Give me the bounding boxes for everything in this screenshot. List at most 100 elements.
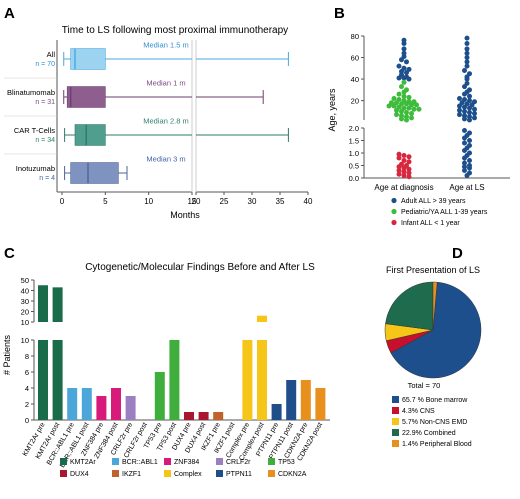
panel-b-ytick-label: 1.0: [349, 149, 359, 158]
panel-b-legend-label: Pediatric/YA ALL 1-39 years: [401, 209, 488, 216]
panel-c-bar: [184, 412, 194, 420]
panel-b-point: [464, 173, 470, 178]
panel-d-pie: First Presentation of LS Total = 70 65.7…: [384, 265, 482, 448]
panel-c-legend-swatch: [268, 470, 275, 477]
panel-c-ytick-label: 20: [21, 308, 29, 317]
panel-a-median-label: Median 1 m: [146, 79, 185, 88]
panel-b-category-label: Age at diagnosis: [374, 183, 433, 192]
panel-c-legend-swatch: [164, 458, 171, 465]
panel-b-point: [396, 75, 402, 81]
panel-b-point: [464, 50, 470, 56]
panel-c-bar: [111, 388, 121, 420]
panel-b-point: [467, 93, 472, 99]
panel-b-ytick-label: 0.0: [349, 174, 359, 183]
panel-b-ytick-label: 0.5: [349, 162, 359, 171]
panel-b-ytick-label: 1.5: [349, 137, 359, 146]
panel-d-slice: [390, 281, 482, 379]
panel-c-bar-upper: [257, 315, 267, 322]
panel-b-point: [472, 106, 477, 112]
panel-b-point: [401, 46, 407, 52]
panel-c-legend-swatch: [268, 458, 275, 465]
panel-b-point: [399, 116, 404, 122]
panel-a-median-label: Median 2.8 m: [143, 117, 188, 126]
panel-b-point: [467, 105, 472, 111]
panel-c-bar: [213, 412, 224, 420]
panel-c-legend-label: KMT2Ar: [70, 459, 96, 466]
panel-c-legend-swatch: [112, 458, 119, 465]
panel-d-legend-swatch: [392, 429, 399, 436]
panel-b-point: [457, 95, 462, 101]
panel-a-row-n: n = 4: [39, 175, 55, 182]
panel-b-point: [396, 151, 402, 157]
panel-b-scatter: Age, years 20 40 60 80 0.0 0.5 1.0 1.5 2.0 Age at…: [327, 32, 510, 227]
panel-letter-c: C: [4, 245, 15, 262]
panel-b-point: [462, 128, 467, 133]
panel-c-legend-label: Complex: [174, 471, 202, 478]
panel-b-ytick-label: 60: [351, 54, 359, 63]
panel-c-bar: [52, 340, 63, 420]
panel-c-legend-label: BCR::ABL1: [122, 459, 158, 466]
panel-d-title: First Presentation of LS: [386, 265, 480, 275]
panel-b-point: [406, 174, 412, 180]
panel-b-point: [399, 108, 404, 114]
panel-b-point: [401, 79, 407, 85]
panel-c-ytick-label: 30: [21, 297, 29, 306]
panel-c-legend-label: TP53: [278, 459, 295, 466]
panel-c-bar: [81, 388, 92, 420]
panel-b-point: [462, 148, 467, 153]
panel-b-point: [409, 115, 414, 121]
panel-b-point: [396, 63, 402, 69]
panel-c-ytick-label: 6: [25, 368, 29, 377]
panel-d-legend-label: 65.7 % Bone marrow: [402, 397, 468, 404]
panel-b-point: [406, 94, 412, 100]
panel-b-point: [462, 116, 467, 122]
panel-c-bar-upper: [38, 285, 48, 322]
panel-b-point: [391, 103, 397, 109]
panel-a-row-n: n = 31: [35, 99, 55, 106]
panel-b-point: [464, 55, 470, 61]
panel-letter-a: A: [4, 5, 15, 22]
panel-a-box: [70, 48, 106, 70]
panel-b-ytick-label: 20: [351, 97, 359, 106]
panel-c-bar: [242, 340, 253, 420]
panel-c-legend-label: ZNF384: [174, 459, 199, 466]
panel-c-bar: [300, 380, 311, 420]
panel-a-median-label: Median 1.5 m: [143, 41, 188, 50]
panel-b-point: [404, 101, 409, 107]
panel-c-legend-swatch: [216, 458, 223, 465]
panel-c-bar: [271, 404, 282, 420]
panel-b-point: [396, 155, 402, 161]
panel-b-point: [462, 108, 467, 114]
panel-b-ytick-label: 40: [351, 75, 359, 84]
panel-b-point: [467, 117, 472, 123]
panel-b-point: [467, 138, 472, 143]
panel-b-point: [472, 111, 477, 117]
panel-d-legend-label: 1.4% Peripheral Blood: [402, 441, 472, 448]
panel-b-point: [462, 67, 467, 73]
panel-b-point: [457, 103, 462, 109]
panel-c-legend-label: CRLF2r: [226, 459, 251, 466]
panel-b-ytick-label: 2.0: [349, 124, 359, 133]
panel-b-point: [457, 107, 462, 113]
panel-b-category-label: Age at LS: [449, 183, 484, 192]
panel-c-bar: [96, 396, 107, 420]
panel-b-point: [464, 41, 470, 47]
panel-b-point: [401, 173, 407, 178]
panel-d-legend-label: 5.7% Non-CNS EMD: [402, 419, 467, 426]
panel-d-slice: [432, 281, 438, 331]
panel-c-bar-upper: [52, 287, 63, 322]
panel-b-point: [467, 158, 472, 163]
panel-a-box: [66, 86, 106, 108]
panel-b-point: [386, 103, 392, 109]
panel-b-point: [462, 160, 467, 166]
panel-b-point: [462, 164, 467, 170]
panel-c-ytick-label: 2: [25, 400, 29, 409]
panel-b-point: [462, 84, 467, 90]
panel-c-legend-label: CDKN2A: [278, 471, 307, 478]
panel-b-point: [406, 170, 412, 176]
panel-a-boxplot: Time to LS following most proximal immun…: [4, 25, 313, 220]
panel-c-legend-swatch: [216, 470, 223, 477]
panel-b-point: [406, 76, 412, 82]
panel-a-xtick-label: 15: [188, 197, 197, 206]
